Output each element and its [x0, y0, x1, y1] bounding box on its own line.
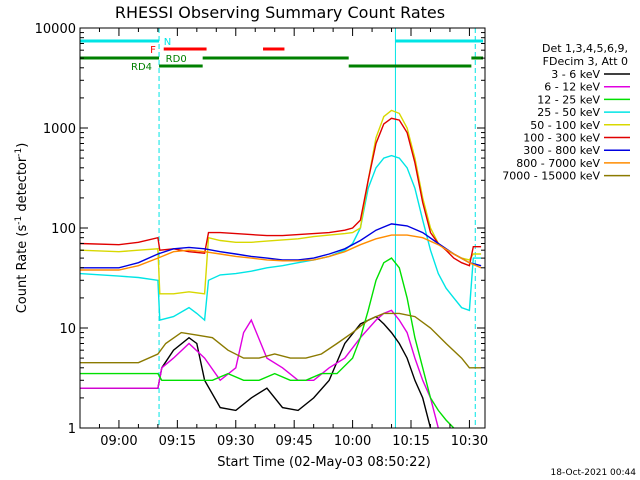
legend: Det 1,3,4,5,6,9, FDecim 3, Att 0 3 - 6 k…	[502, 42, 630, 183]
legend-label-4: 25 - 50 keV	[537, 106, 600, 119]
y-axis-label-sup-1: -1	[14, 216, 24, 225]
legend-label-6: 100 - 300 keV	[523, 132, 600, 145]
legend-label-7: 300 - 800 keV	[523, 144, 600, 157]
y-tick-label-4: 1000	[43, 122, 76, 137]
series-line-7	[80, 223, 482, 269]
y-tick-label-1: 1	[68, 422, 76, 437]
chart-title: RHESSI Observing Summary Count Rates	[115, 3, 445, 22]
x-tick-label-6: 10:15	[392, 434, 429, 449]
y-axis-label-sup-2: -1	[14, 148, 24, 157]
y-tick-label-3: 100	[51, 222, 76, 237]
series-line-8	[80, 234, 482, 271]
legend-header-line-2: FDecim 3, Att 0	[543, 55, 628, 68]
legend-label-3: 12 - 25 keV	[537, 93, 600, 106]
flag-label-rd4: RD4	[131, 62, 152, 73]
series-line-4	[80, 154, 482, 322]
y-tick-label-5: 10000	[35, 22, 76, 37]
x-tick-label-4: 09:45	[275, 434, 312, 449]
series-line-1	[80, 315, 432, 428]
legend-header-line-1: Det 1,3,4,5,6,9,	[542, 42, 628, 55]
x-tick-label-2: 09:15	[159, 434, 196, 449]
y-axis-label-part-3: )	[15, 143, 30, 148]
legend-label-1: 3 - 6 keV	[551, 68, 600, 81]
y-axis-label-part-1: Count Rate (s	[15, 225, 30, 314]
legend-label-9: 7000 - 15000 keV	[502, 170, 600, 183]
flag-label-n: N	[164, 37, 171, 48]
axes: 09:00 09:15 09:30 09:45 10:00 10:15 10:30 1 10 10…	[35, 22, 489, 449]
plot-area: NF RD0 RD4	[80, 28, 484, 428]
x-tick-label-3: 09:30	[217, 434, 254, 449]
series-line-3	[80, 257, 455, 428]
y-axis-label-part-2: detector	[15, 156, 30, 216]
x-tick-label-7: 10:30	[451, 434, 488, 449]
plot-inner	[80, 28, 484, 428]
legend-label-2: 6 - 12 keV	[544, 81, 600, 94]
x-axis-label: Start Time (02-May-03 08:50:22)	[217, 455, 431, 470]
x-tick-label-5: 10:00	[334, 434, 371, 449]
x-tick-label-1: 09:00	[100, 434, 137, 449]
y-tick-label-2: 10	[59, 322, 76, 337]
flag-label-rd0: RD0	[166, 54, 187, 65]
series-line-9	[80, 312, 482, 369]
footer-timestamp: 18-Oct-2021 00:44	[551, 468, 637, 478]
legend-label-5: 50 - 100 keV	[530, 119, 600, 132]
flag-label-f: F	[150, 45, 156, 56]
y-axis-label: Count Rate (s-1 detector-1)	[14, 143, 30, 314]
legend-label-8: 800 - 7000 keV	[516, 157, 600, 170]
